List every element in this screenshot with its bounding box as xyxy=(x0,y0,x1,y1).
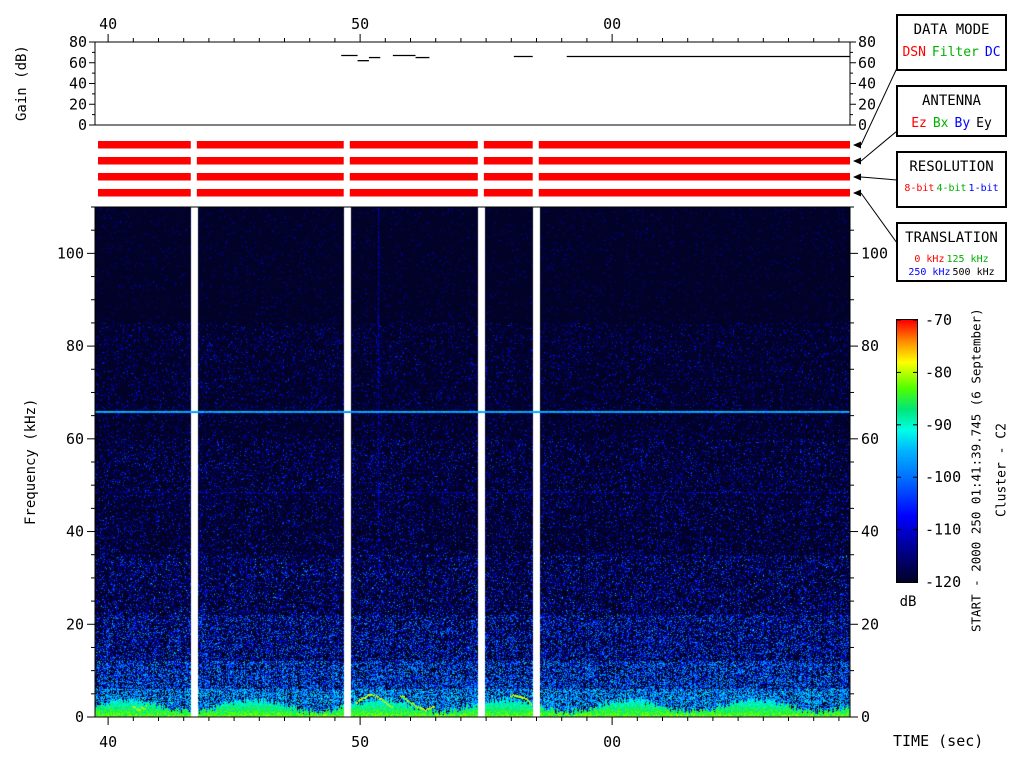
legend-translation-row1: 0 kHz 125 kHz xyxy=(898,253,1005,266)
legend-item-250khz: 250 kHz xyxy=(908,267,951,278)
svg-text:-110: -110 xyxy=(925,521,961,539)
svg-text:20: 20 xyxy=(861,615,879,633)
legend-item-filter: Filter xyxy=(931,45,979,60)
svg-text:60: 60 xyxy=(69,54,87,72)
legend-box-translation: TRANSLATION 0 kHz 125 kHz 250 kHz 500 kHz xyxy=(896,222,1007,282)
svg-text:0: 0 xyxy=(75,708,84,726)
legend-title-data-mode: DATA MODE xyxy=(913,22,990,38)
svg-text:-90: -90 xyxy=(925,416,952,434)
legend-title-antenna: ANTENNA xyxy=(921,93,981,109)
svg-text:60: 60 xyxy=(858,54,876,72)
svg-text:80: 80 xyxy=(66,337,84,355)
svg-text:40: 40 xyxy=(858,75,876,93)
legend-title-resolution: RESOLUTION xyxy=(909,159,994,175)
svg-text:100: 100 xyxy=(57,244,84,262)
legend-items-translation: 0 kHz 125 kHz 250 kHz 500 kHz xyxy=(898,253,1005,284)
legend-translation-row2: 250 kHz 500 kHz xyxy=(898,266,1005,279)
svg-text:60: 60 xyxy=(861,430,879,448)
legend-item-ez: Ez xyxy=(911,116,927,131)
svg-text:50: 50 xyxy=(351,733,369,751)
svg-text:100: 100 xyxy=(861,244,888,262)
svg-text:0: 0 xyxy=(78,116,87,134)
svg-text:60: 60 xyxy=(66,430,84,448)
colorbar-unit-label: dB xyxy=(899,594,917,610)
legend-box-resolution: RESOLUTION 8-bit 4-bit 1-bit xyxy=(896,151,1007,208)
svg-text:20: 20 xyxy=(66,615,84,633)
svg-text:40: 40 xyxy=(69,75,87,93)
svg-text:-80: -80 xyxy=(925,363,952,381)
svg-text:00: 00 xyxy=(603,15,621,33)
svg-text:20: 20 xyxy=(69,95,87,113)
time-axis-label: TIME (sec) xyxy=(893,732,984,750)
svg-text:80: 80 xyxy=(69,33,87,51)
svg-text:80: 80 xyxy=(861,337,879,355)
legend-item-ey: Ey xyxy=(976,116,992,131)
svg-text:80: 80 xyxy=(858,33,876,51)
legend-item-dc: DC xyxy=(984,45,1001,60)
svg-text:40: 40 xyxy=(861,523,879,541)
spectrogram-canvas xyxy=(95,207,850,717)
legend-items-data-mode: DSN Filter DC xyxy=(898,45,1005,65)
svg-text:0: 0 xyxy=(858,116,867,134)
svg-text:20: 20 xyxy=(858,95,876,113)
svg-text:0: 0 xyxy=(861,708,870,726)
legend-item-125khz: 125 kHz xyxy=(946,254,989,265)
legend-item-by: By xyxy=(954,116,971,131)
svg-text:-100: -100 xyxy=(925,468,961,486)
svg-text:-70: -70 xyxy=(925,311,952,329)
legend-item-0khz: 0 kHz xyxy=(914,254,945,265)
legend-item-dsn: DSN xyxy=(902,45,926,60)
colorbar-canvas xyxy=(897,320,917,582)
legend-items-antenna: Ez Bx By Ey xyxy=(898,116,1005,136)
legend-box-antenna: ANTENNA Ez Bx By Ey xyxy=(896,85,1007,137)
legend-items-resolution: 8-bit 4-bit 1-bit xyxy=(898,182,1005,200)
legend-item-bx: Bx xyxy=(932,116,949,131)
legend-item-1bit: 1-bit xyxy=(968,183,999,194)
legend-item-8bit: 8-bit xyxy=(904,183,935,194)
svg-text:50: 50 xyxy=(351,15,369,33)
svg-text:40: 40 xyxy=(99,733,117,751)
legend-item-4bit: 4-bit xyxy=(936,183,967,194)
svg-text:-120: -120 xyxy=(925,573,961,591)
legend-item-500khz: 500 kHz xyxy=(952,267,995,278)
legend-box-data-mode: DATA MODE DSN Filter DC xyxy=(896,14,1007,71)
svg-text:00: 00 xyxy=(603,733,621,751)
svg-text:40: 40 xyxy=(99,15,117,33)
svg-text:40: 40 xyxy=(66,523,84,541)
legend-title-translation: TRANSLATION xyxy=(905,230,998,246)
